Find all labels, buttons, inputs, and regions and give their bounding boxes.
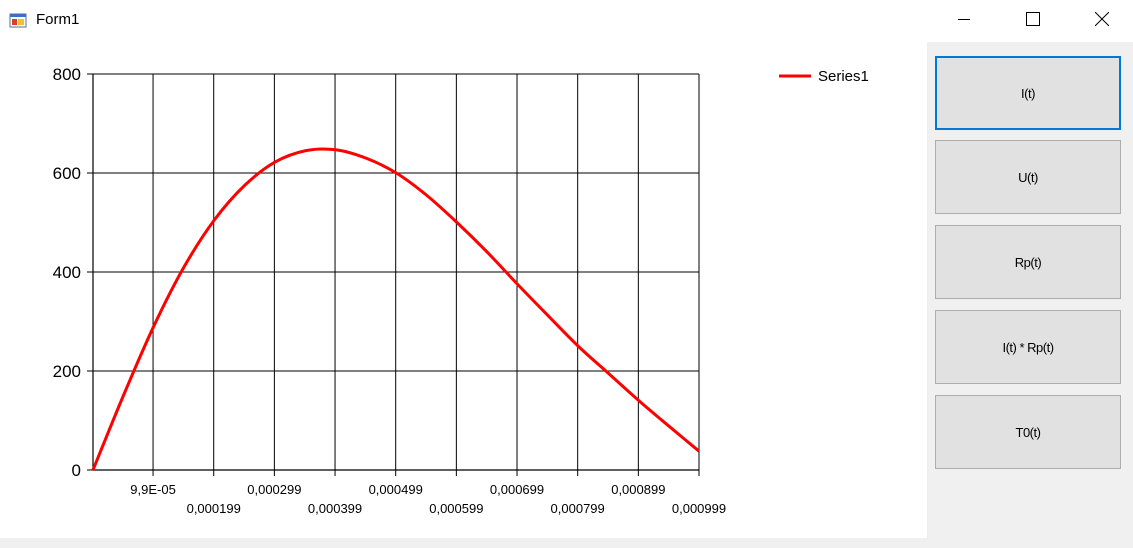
button-panel: I(t) U(t) Rp(t) I(t) * Rp(t) T0(t) [927,42,1133,538]
it-button[interactable]: I(t) [935,56,1121,130]
x-tick-label: 0,000599 [429,501,483,516]
minimize-button[interactable] [941,0,987,38]
minimize-icon [958,19,970,20]
window-title: Form1 [36,11,80,28]
close-icon [1095,12,1109,26]
y-tick-label: 400 [53,263,81,282]
chart-panel: 0 200 400 600 800 9,9E-05 0,000199 0,000299 0,00… [0,42,927,538]
winforms-app-icon [9,13,27,28]
y-tick-label: 800 [53,65,81,84]
legend-label: Series1 [818,68,869,85]
t0t-button[interactable]: T0(t) [935,395,1121,469]
y-tick-label: 200 [53,362,81,381]
ut-button[interactable]: U(t) [935,140,1121,214]
series-line-series1 [91,147,700,471]
x-tick-label: 0,000799 [551,501,605,516]
x-tick-label: 9,9E-05 [130,482,176,497]
x-tick-label: 0,000199 [187,501,241,516]
x-tick-label: 0,000699 [490,482,544,497]
maximize-icon [1026,12,1040,26]
close-button[interactable] [1079,0,1125,38]
line-chart: 0 200 400 600 800 9,9E-05 0,000199 0,000299 0,00… [53,65,869,516]
x-tick-label: 0,000399 [308,501,362,516]
y-tick-label: 600 [53,164,81,183]
x-tick-label: 0,000999 [672,501,726,516]
y-tick-label: 0 [72,461,81,480]
it-times-rpt-button[interactable]: I(t) * Rp(t) [935,310,1121,384]
x-tick-label: 0,000299 [247,482,301,497]
status-strip [0,538,1133,548]
rpt-button[interactable]: Rp(t) [935,225,1121,299]
x-tick-label: 0,000499 [369,482,423,497]
title-bar: Form1 [0,0,1133,42]
maximize-button[interactable] [1010,0,1056,38]
x-tick-label: 0,000899 [611,482,665,497]
